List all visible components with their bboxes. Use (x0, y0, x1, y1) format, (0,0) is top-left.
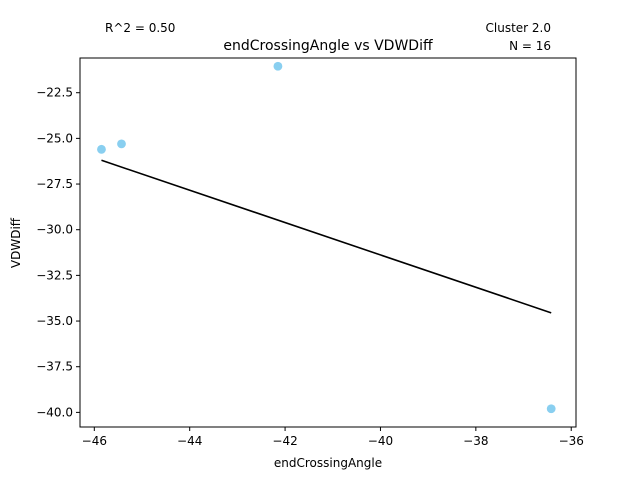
x-tick-label-1: −46 (82, 434, 107, 448)
data-point-4 (546, 404, 556, 414)
y-tick-label-2: −25.0 (36, 131, 73, 145)
y-tick-label-4: −30.0 (36, 223, 73, 237)
y-tick-label-5: −32.5 (36, 268, 73, 282)
y-tick-label-1: −22.5 (36, 86, 73, 100)
plot-area (79, 57, 577, 428)
data-point-2 (117, 139, 126, 149)
y-tick-label-7: −37.5 (36, 360, 73, 374)
chart-title: endCrossingAngle vs VDWDiff (223, 38, 433, 54)
data-point-3 (273, 61, 283, 71)
y-tick-label-6: −35.0 (36, 314, 73, 328)
n-annotation: N = 16 (509, 39, 551, 53)
plot-frame (79, 57, 577, 428)
x-axis-label: endCrossingAngle (274, 456, 382, 470)
x-tick-label-6: −36 (559, 434, 584, 448)
x-tick-label-5: −38 (463, 434, 488, 448)
x-tick-label-3: −42 (272, 434, 297, 448)
y-axis-label: VDWDiff (9, 217, 23, 268)
y-axis-ticks: −22.5 −25.0 −27.5 −30.0 −32.5 −35.0 −37.5 −40.0 (36, 86, 80, 419)
data-point-1 (97, 144, 106, 154)
y-tick-label-3: −27.5 (36, 177, 73, 191)
y-tick-label-8: −40.0 (36, 405, 73, 419)
regression-line (101, 159, 552, 314)
x-axis-ticks: −46 −44 −42 −40 −38 −36 (82, 427, 584, 448)
r-squared-annotation: R^2 = 0.50 (105, 21, 175, 35)
x-tick-label-4: −40 (368, 434, 393, 448)
cluster-annotation: Cluster 2.0 (486, 21, 552, 35)
x-tick-label-2: −44 (177, 434, 202, 448)
